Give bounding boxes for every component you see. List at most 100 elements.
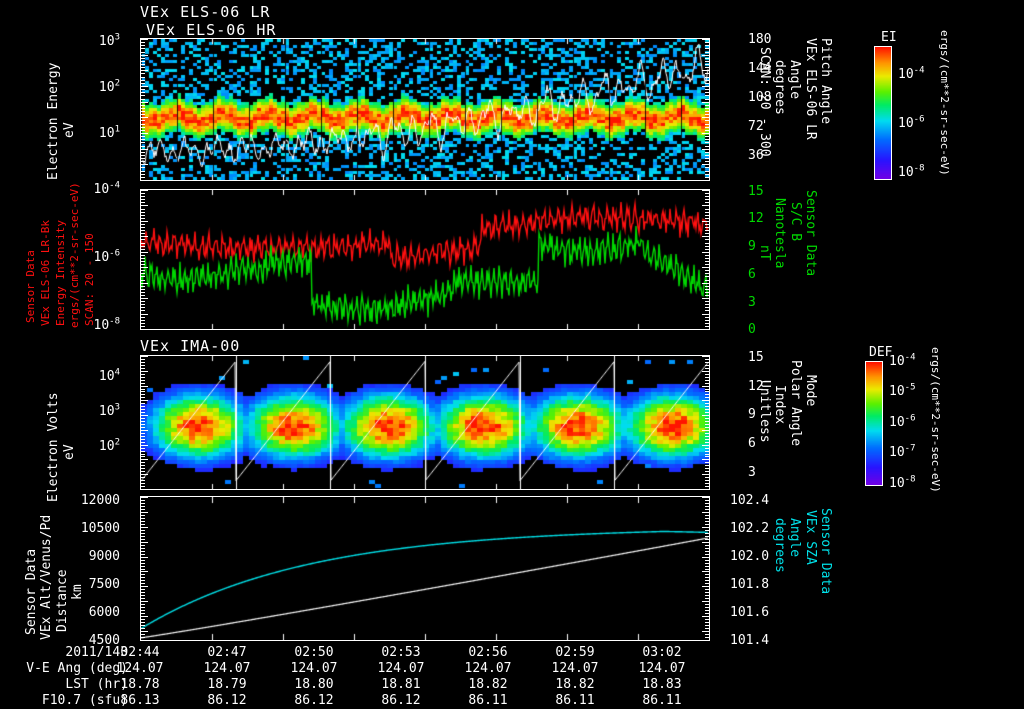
colorbar-ei-gradient — [875, 47, 891, 179]
colorbar-def-gradient — [866, 362, 882, 485]
axis-tick — [141, 539, 145, 540]
axis-tick — [141, 249, 145, 250]
axis-tick — [705, 239, 709, 240]
axis-tick — [705, 442, 709, 443]
panel-els-left-axis-title: Electron Energy — [46, 62, 61, 180]
axis-tick — [705, 139, 709, 140]
axis-tick — [141, 199, 145, 200]
axis-tick — [705, 536, 709, 537]
axis-tick — [141, 70, 148, 71]
axis-tick — [705, 227, 709, 228]
axis-tick — [705, 619, 709, 620]
axis-tick — [705, 533, 709, 534]
axis-tick — [705, 155, 709, 156]
axis-tick — [141, 536, 145, 537]
colorbar-def-tick-2: 10-6 — [889, 413, 916, 430]
axis-tick — [141, 545, 145, 546]
axis-tick — [141, 400, 148, 401]
axis-tick — [141, 628, 145, 629]
panel-ei-ytick-m8: 10-8 — [93, 316, 121, 333]
axis-tick — [705, 604, 709, 605]
axis-tick — [141, 301, 145, 302]
axis-tick — [705, 326, 709, 327]
panel-els-right-axis-unit-1: Angle — [787, 60, 802, 100]
axis-tick — [141, 42, 145, 43]
axis-tick — [141, 574, 145, 575]
axis-tick — [705, 383, 709, 384]
panel-els-rtick-72: 72 — [748, 119, 764, 134]
axis-tick — [705, 142, 709, 143]
table-cell-lst: 18.82 — [468, 677, 508, 692]
colorbar-def-tick-1: 10-5 — [889, 382, 916, 399]
table-row-label-ve-ang: V-E Ang (deg) — [26, 661, 128, 676]
axis-tick — [141, 557, 148, 558]
axis-tick — [141, 412, 145, 413]
axis-tick — [702, 631, 709, 632]
axis-tick — [705, 359, 709, 360]
axis-tick — [705, 397, 709, 398]
axis-tick — [705, 560, 709, 561]
colorbar-def-tick-3: 10-7 — [889, 443, 916, 460]
axis-tick — [141, 389, 145, 390]
axis-tick — [705, 48, 709, 49]
axis-tick — [705, 199, 709, 200]
axis-tick — [705, 258, 709, 259]
axis-tick — [705, 418, 709, 419]
axis-tick — [705, 365, 709, 366]
axis-tick — [141, 474, 148, 475]
axis-tick — [141, 55, 148, 56]
panel-els-plot-area[interactable] — [140, 38, 710, 181]
panel-alt-plot-area[interactable] — [140, 496, 710, 641]
axis-tick — [705, 307, 709, 308]
axis-tick — [705, 67, 709, 68]
panel-ima-plot-area[interactable] — [140, 355, 710, 490]
colorbar-ei-title: EI — [881, 30, 897, 45]
axis-tick — [141, 180, 148, 181]
axis-tick — [141, 497, 148, 498]
axis-tick — [141, 152, 145, 153]
axis-tick — [141, 365, 145, 366]
axis-tick — [702, 102, 709, 103]
axis-tick — [141, 383, 145, 384]
axis-tick — [141, 533, 145, 534]
panel-ima-rtick-15: 15 — [748, 350, 764, 365]
axis-tick — [141, 215, 145, 216]
axis-tick — [702, 371, 709, 372]
panel-ima-left-unit: eV — [62, 444, 77, 460]
axis-tick — [141, 139, 145, 140]
panel-ei-left-title-1: Sensor Data — [24, 250, 37, 323]
axis-tick — [141, 448, 145, 449]
axis-tick — [141, 451, 145, 452]
axis-tick — [702, 133, 709, 134]
table-cell-time: 02:47 — [207, 645, 247, 660]
panel-alt-ytick-7500: 7500 — [88, 577, 120, 592]
axis-tick — [141, 601, 148, 602]
axis-tick — [141, 295, 145, 296]
axis-tick — [705, 462, 709, 463]
axis-tick — [141, 377, 145, 378]
axis-tick — [141, 563, 145, 564]
axis-tick — [141, 149, 148, 150]
axis-tick — [705, 389, 709, 390]
axis-tick — [705, 521, 709, 522]
axis-tick — [141, 394, 145, 395]
axis-tick — [705, 286, 709, 287]
axis-tick — [141, 264, 145, 265]
axis-tick — [705, 592, 709, 593]
axis-tick — [141, 133, 148, 134]
axis-tick — [141, 468, 145, 469]
axis-tick — [141, 270, 145, 271]
panel-sza-rtick-3: 101.8 — [730, 577, 770, 592]
axis-tick — [705, 548, 709, 549]
axis-tick — [141, 391, 145, 392]
axis-tick — [141, 320, 145, 321]
axis-tick — [141, 326, 145, 327]
axis-tick — [705, 515, 709, 516]
axis-tick — [141, 117, 148, 118]
axis-tick — [705, 539, 709, 540]
axis-tick — [705, 524, 709, 525]
axis-tick — [705, 403, 709, 404]
axis-tick — [141, 136, 145, 137]
panel-ei-plot-area[interactable] — [140, 189, 710, 330]
axis-tick — [705, 380, 709, 381]
